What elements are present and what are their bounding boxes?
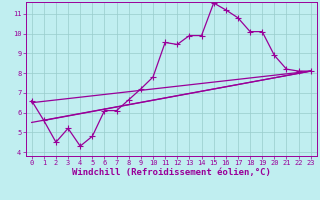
X-axis label: Windchill (Refroidissement éolien,°C): Windchill (Refroidissement éolien,°C) <box>72 168 271 177</box>
